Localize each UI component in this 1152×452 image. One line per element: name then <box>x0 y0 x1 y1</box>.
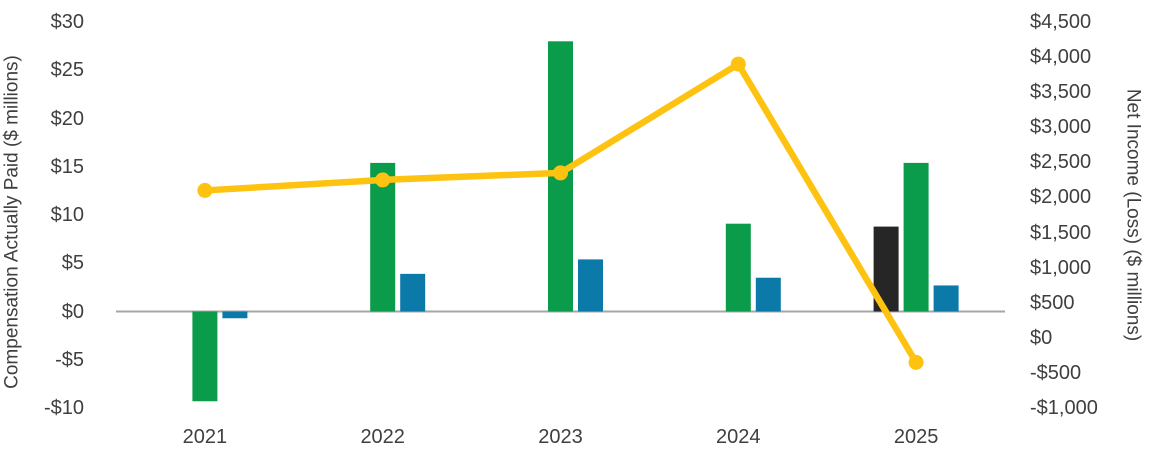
line-marker-2024 <box>730 56 746 72</box>
line-marker-2021 <box>197 182 213 198</box>
bar-blue-bars-2023 <box>578 259 603 312</box>
bar-blue-bars-2025 <box>933 285 959 312</box>
bar-green-bars-2022 <box>370 162 396 312</box>
bar-blue-bars-2022 <box>400 273 426 312</box>
line-marker-2025 <box>908 354 924 370</box>
bar-green-bars-2021 <box>192 311 218 402</box>
bar-blue-bars-2021 <box>222 311 248 319</box>
bar-green-bars-2025 <box>903 162 929 312</box>
line-marker-2022 <box>375 172 391 188</box>
bar-blue-bars-2024 <box>755 277 781 312</box>
bar-green-bars-2024 <box>725 223 751 312</box>
line-marker-2023 <box>553 165 568 181</box>
